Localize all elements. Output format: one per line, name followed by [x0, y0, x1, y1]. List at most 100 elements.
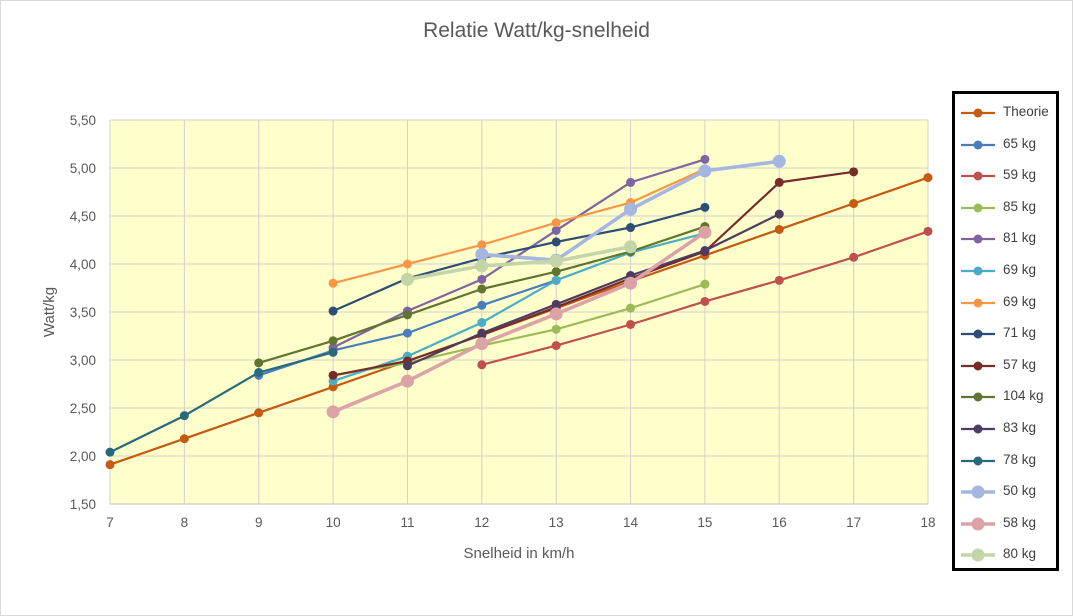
- chart-title: Relatie Watt/kg-snelheid: [423, 19, 650, 42]
- legend-label: 78 kg: [1003, 451, 1037, 467]
- x-tick-label: 8: [181, 515, 189, 530]
- data-point: [402, 328, 412, 338]
- data-point: [549, 254, 563, 268]
- legend-swatch: [961, 329, 995, 339]
- legend-label: 71 kg: [1003, 325, 1037, 341]
- data-point: [698, 225, 712, 239]
- series-line: [332, 232, 706, 383]
- data-point: [774, 275, 784, 285]
- legend-label: 59 kg: [1003, 167, 1037, 183]
- data-point: [477, 284, 487, 294]
- y-tick-label: 1,50: [70, 497, 96, 512]
- data-point: [626, 319, 636, 329]
- series-group: [105, 154, 933, 470]
- data-point: [402, 361, 412, 371]
- data-point: [328, 278, 338, 288]
- legend-item: 50 kg: [955, 477, 1056, 508]
- legend-label: 83 kg: [1003, 420, 1037, 435]
- x-tick-label: 10: [326, 515, 341, 530]
- data-point: [328, 306, 338, 316]
- series-line: [407, 213, 780, 367]
- legend-label: Theorie: [1003, 104, 1049, 119]
- data-point: [328, 347, 338, 357]
- legend-swatch: [961, 548, 995, 562]
- legend-label: 81 kg: [1003, 230, 1037, 246]
- data-point: [700, 154, 710, 164]
- data-point: [549, 307, 563, 321]
- legend-label: 57 kg: [1003, 356, 1037, 372]
- y-tick-label: 4,00: [70, 257, 96, 272]
- legend-swatch: [961, 140, 995, 150]
- legend-swatch: [961, 424, 995, 434]
- y-tick-label: 3,00: [70, 353, 96, 368]
- data-point: [626, 223, 636, 233]
- x-tick-label: 17: [846, 515, 861, 530]
- data-point: [774, 177, 784, 187]
- series-line: [109, 351, 334, 454]
- data-point: [179, 411, 189, 421]
- legend-label: 65 kg: [1003, 135, 1037, 151]
- legend-label: 104 kg: [1003, 388, 1044, 404]
- data-point: [772, 154, 786, 168]
- legend-item: 69 kg: [955, 256, 1056, 287]
- data-point: [698, 164, 712, 178]
- data-point: [402, 310, 412, 320]
- data-point: [626, 177, 636, 187]
- series-line: [332, 206, 706, 313]
- data-point: [849, 199, 859, 209]
- x-tick-label: 13: [549, 515, 564, 530]
- data-point: [700, 202, 710, 212]
- legend-swatch: [961, 361, 995, 371]
- data-point: [105, 447, 115, 457]
- data-point: [624, 240, 638, 254]
- legend-swatch: [961, 266, 995, 276]
- legend-swatch: [961, 517, 995, 531]
- legend-item: 85 kg: [955, 193, 1056, 224]
- series-10: [402, 209, 784, 371]
- data-point: [551, 324, 561, 334]
- x-tick-labels: 7 8 9 10 11 12 13 14 15 16 17 18: [106, 515, 935, 530]
- x-axis-title: Snelheid in km/h: [464, 545, 575, 562]
- y-axis-title: Watt/kg: [41, 287, 58, 337]
- y-tick-label: 3,50: [70, 305, 96, 320]
- data-point: [326, 405, 340, 419]
- data-point: [551, 299, 561, 309]
- data-point: [626, 303, 636, 313]
- data-point: [477, 240, 487, 250]
- data-point: [402, 259, 412, 269]
- data-point: [254, 408, 264, 418]
- series-line: [332, 230, 706, 414]
- legend-swatch: [961, 108, 995, 118]
- series-line: [407, 244, 631, 282]
- data-point: [923, 173, 933, 183]
- x-tick-label: 14: [623, 515, 639, 530]
- legend-item: 65 kg: [955, 130, 1056, 161]
- data-point: [700, 246, 710, 256]
- data-point: [477, 274, 487, 284]
- data-point: [105, 460, 115, 470]
- data-point: [477, 328, 487, 338]
- data-point: [400, 272, 414, 286]
- legend-item: 57 kg: [955, 351, 1056, 382]
- legend-swatch: [961, 392, 995, 402]
- data-point: [700, 296, 710, 306]
- series-2: [477, 226, 933, 370]
- y-tick-label: 4,50: [70, 209, 96, 224]
- legend: Theorie 65 kg 59 kg 85 kg 81 kg 69 kg 69 kg 71 …: [952, 91, 1059, 571]
- data-point: [849, 167, 859, 177]
- legend-label: 69 kg: [1003, 262, 1037, 277]
- data-point: [328, 370, 338, 380]
- legend-item: 69 kg: [955, 288, 1056, 319]
- data-point: [700, 279, 710, 289]
- data-point: [624, 202, 638, 216]
- legend-item: 71 kg: [955, 319, 1056, 350]
- data-point: [551, 218, 561, 228]
- y-tick-label: 5,50: [70, 113, 96, 128]
- series-line: [332, 283, 706, 377]
- y-tick-label: 2,00: [70, 449, 96, 464]
- legend-swatch: [961, 171, 995, 181]
- legend-label: 80 kg: [1003, 546, 1037, 562]
- y-tick-label: 2,50: [70, 401, 96, 416]
- legend-item: 80 kg: [955, 540, 1056, 571]
- legend-swatch: [961, 456, 995, 466]
